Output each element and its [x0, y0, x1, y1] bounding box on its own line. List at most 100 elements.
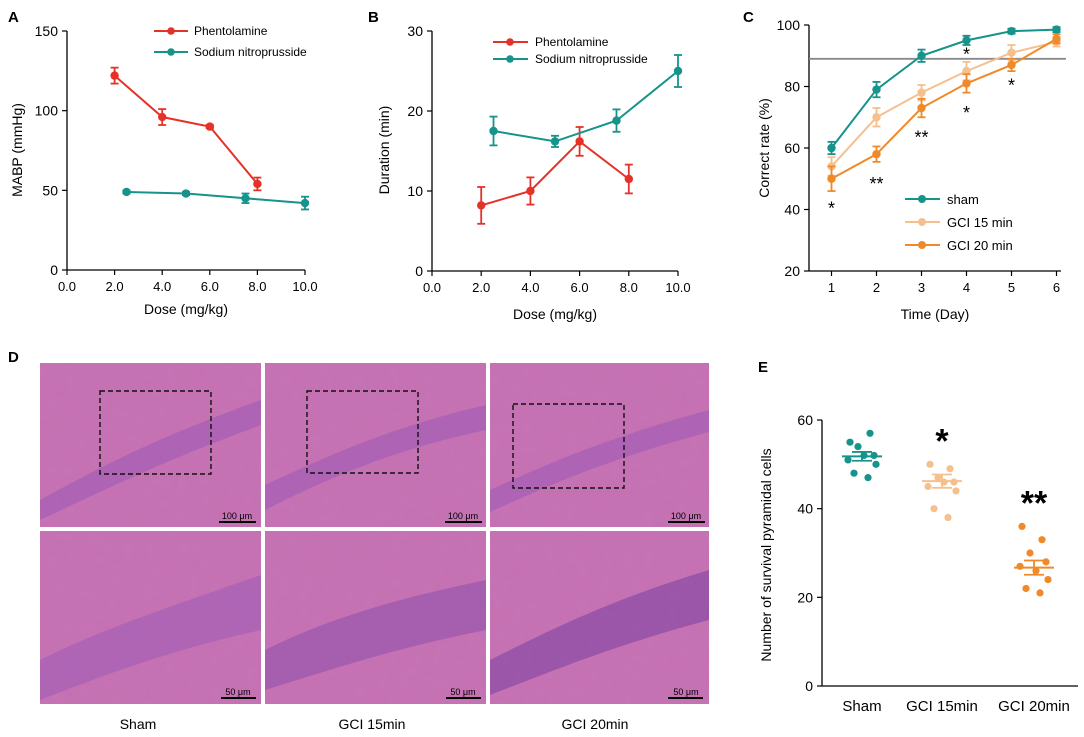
chart-c-ytick-label: 40 — [784, 202, 800, 218]
chart-c-series-0-point — [1007, 26, 1016, 36]
chart-a-xtick-label: 6.0 — [201, 279, 219, 294]
chart-c-series-2-point — [827, 174, 836, 183]
zoom-region-box — [512, 403, 625, 489]
histology-gci15-top: 100 μm — [265, 363, 486, 527]
chart-e-significance-2: ** — [1021, 484, 1048, 522]
cell-layer-band — [265, 580, 486, 690]
chart-b-legend: Phentolamine Sodium nitroprusside — [493, 35, 648, 66]
chart-b-xtick-label: 4.0 — [521, 280, 539, 295]
chart-a-legend-marker-1 — [167, 48, 175, 56]
chart-b-xtick-label: 2.0 — [472, 280, 490, 295]
chart-b-ytick-label: 10 — [407, 183, 423, 199]
chart-a-xtick-label: 0.0 — [58, 279, 76, 294]
chart-c-legend-marker-1 — [918, 218, 926, 226]
chart-c-series-0-point — [962, 36, 971, 45]
chart-e-xtick-label: GCI 15min — [906, 698, 978, 715]
chart-c-axes — [808, 25, 1061, 272]
chart-a-xtick-label: 2.0 — [106, 279, 124, 294]
chart-e-significance-1: * — [935, 422, 949, 460]
chart-a-axes — [66, 31, 305, 271]
scale-bar-label: 50 μm — [673, 687, 698, 697]
chart-c-xtick-label: 2 — [873, 280, 880, 295]
chart-b-xtick-label: 6.0 — [571, 280, 589, 295]
chart-b-ytick-label: 0 — [415, 263, 423, 279]
chart-e-point-group-2 — [1022, 584, 1030, 593]
chart-c-series-0-line — [830, 28, 1057, 149]
chart-c-series-1-point — [1007, 48, 1016, 57]
cell-layer-band — [265, 405, 486, 510]
chart-c-series-0-point — [917, 51, 926, 60]
chart-a-series-1-line — [126, 190, 306, 205]
chart-b-ticks: 0 10 20 30 0.0 2.0 4.0 6.0 8.0 10.0 — [407, 23, 690, 295]
histology-grid: 100 μm 100 μm 100 μm 50 μm — [40, 363, 709, 732]
chart-c-legend-label-2: GCI 20 min — [947, 238, 1013, 253]
chart-c-ytick-label: 100 — [777, 17, 801, 33]
chart-c-annotation: * — [963, 45, 970, 65]
chart-c-xlabel: Time (Day) — [901, 306, 970, 322]
scale-bar-label: 100 μm — [222, 511, 252, 521]
chart-b-legend-label-1: Sodium nitroprusside — [535, 52, 648, 66]
panel-label-b: B — [368, 9, 379, 26]
chart-c-series-2-point — [872, 149, 881, 159]
zoom-region-box — [99, 390, 212, 475]
chart-c-series-1-point — [962, 66, 971, 76]
chart-b-ytick-label: 20 — [407, 103, 423, 119]
chart-e-point-group-1 — [944, 513, 952, 522]
chart-a-series-0-point — [158, 112, 167, 122]
chart-b-series-0-line — [480, 140, 630, 207]
chart-e-point-group-0 — [850, 469, 858, 477]
chart-e-ytick-label: 60 — [797, 412, 813, 428]
chart-e-point-group-0 — [866, 429, 874, 437]
chart-c-annotation: * — [963, 103, 970, 123]
chart-c-series-2-point — [1052, 34, 1061, 44]
chart-c-annotations: ******** — [828, 45, 1015, 219]
chart-e-point-group-2 — [1042, 558, 1050, 566]
chart-b-legend-marker-0 — [506, 38, 514, 46]
chart-b-series-0-point — [477, 201, 486, 210]
chart-c-ytick-label: 60 — [784, 140, 800, 156]
chart-b-legend-label-0: Phentolamine — [535, 35, 609, 49]
chart-c-annotation: * — [828, 198, 835, 218]
chart-b-marks — [477, 54, 683, 225]
chart-c-xtick-label: 5 — [1008, 280, 1015, 295]
scale-bar-label: 50 μm — [450, 687, 475, 697]
chart-b-series-1-point — [612, 116, 621, 125]
scale-bar-label: 100 μm — [448, 511, 478, 521]
panel-label-a: A — [8, 9, 19, 26]
chart-c-legend-label-0: sham — [947, 192, 979, 207]
chart-c-series-1-point — [872, 113, 881, 122]
chart-c-series-0-point — [827, 143, 836, 153]
chart-a-series-0-line — [113, 74, 259, 185]
chart-e-point-group-1 — [952, 487, 960, 495]
chart-a-marks — [110, 66, 310, 211]
chart-c-xtick-label: 4 — [963, 280, 970, 295]
chart-c-series-1-point — [917, 88, 926, 97]
chart-c-ticks: 20 40 60 80 100 1 2 3 4 5 6 — [777, 17, 1060, 295]
chart-b-xtick-label: 0.0 — [423, 280, 441, 295]
histology-gci20-bottom: 50 μm — [490, 531, 709, 704]
chart-a-series-1-point — [241, 194, 250, 203]
chart-c-ytick-label: 80 — [784, 79, 800, 95]
chart-b-series-0-point — [624, 174, 633, 184]
chart-b-series-1-point — [550, 137, 560, 146]
chart-c-legend-marker-2 — [918, 241, 926, 249]
chart-c-xtick-label: 1 — [828, 280, 835, 295]
chart-e-ylabel: Number of survival pyramidal cells — [758, 448, 774, 661]
chart-c-annotation: ** — [914, 128, 928, 148]
chart-e-point-group-2 — [1038, 536, 1046, 544]
panel-label-c: C — [743, 9, 754, 26]
chart-e-point-group-0 — [846, 438, 854, 446]
chart-a-legend-marker-0 — [167, 27, 175, 35]
chart-a-ylabel: MABP (mmHg) — [9, 103, 25, 197]
chart-a-xlabel: Dose (mg/kg) — [144, 301, 228, 317]
chart-e-point-group-0 — [854, 443, 862, 451]
panel-label-e: E — [758, 359, 768, 376]
chart-b-ylabel: Duration (min) — [376, 106, 392, 195]
chart-e-point-group-1 — [934, 474, 942, 482]
chart-c-marks — [827, 25, 1061, 192]
chart-e-axes — [821, 420, 1078, 687]
chart-a-ytick-label: 0 — [50, 262, 58, 278]
chart-c-ytick-label: 20 — [784, 263, 800, 279]
